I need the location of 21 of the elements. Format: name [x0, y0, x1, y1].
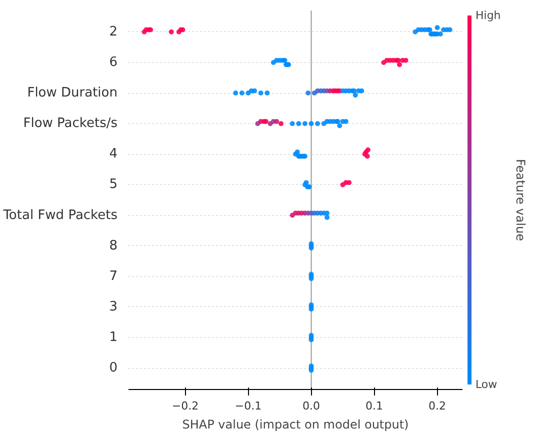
y-tick-label: 3: [109, 299, 118, 314]
x-tick-label: 0.0: [302, 400, 320, 412]
y-tick-label: Flow Duration: [27, 86, 118, 101]
color-bar-title: Feature value: [514, 159, 528, 241]
y-tick-label: Total Fwd Packets: [2, 208, 118, 223]
x-tick-label: 0.1: [366, 400, 384, 412]
x-tick-label: −0.1: [234, 400, 262, 412]
x-tick-label: −0.2: [172, 400, 199, 412]
y-tick-label: Flow Packets/s: [23, 116, 118, 132]
y-tick-label: 8: [109, 238, 118, 254]
color-bar-label: Low: [476, 378, 498, 391]
x-axis-title: SHAP value (impact on model output): [182, 418, 409, 432]
x-tick-label: 0.2: [428, 400, 446, 412]
y-tick-label: 4: [109, 146, 118, 162]
y-tick-label: 2: [109, 24, 118, 40]
y-tick-label: 7: [109, 268, 118, 284]
y-tick-label: 6: [109, 54, 118, 70]
y-tick-label: 1: [109, 330, 118, 346]
y-tick-label: 5: [109, 177, 118, 192]
color-bar-label: High: [476, 9, 501, 22]
y-tick-label: 0: [109, 360, 118, 376]
